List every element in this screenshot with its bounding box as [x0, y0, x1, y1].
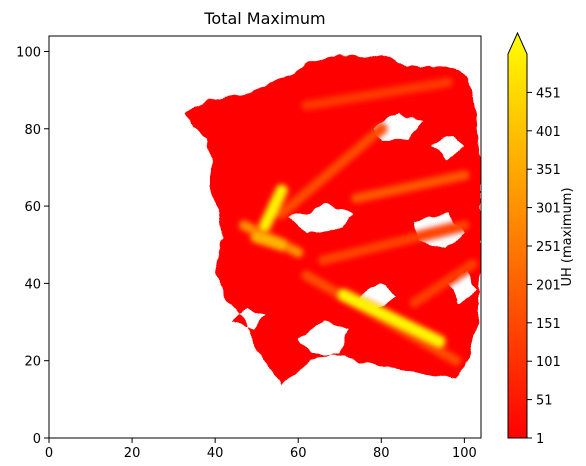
x-tick-label: 80 — [373, 446, 390, 461]
colorbar-body — [507, 31, 528, 439]
field-region — [186, 55, 481, 384]
y-axis: 0 20 40 60 80 100 — [16, 45, 49, 447]
y-tick-label: 60 — [24, 200, 41, 215]
colorbar-tick-label: 151 — [536, 317, 561, 332]
streak-8 — [260, 185, 287, 231]
x-axis: 0 20 40 60 80 100 — [45, 438, 477, 461]
streak-1 — [410, 260, 477, 307]
colorbar-label: UH (maximum) — [560, 187, 575, 286]
colorbar-tick-label: 101 — [536, 355, 561, 370]
y-tick-label: 0 — [33, 432, 41, 447]
y-tick-label: 20 — [24, 355, 41, 370]
y-tick-label: 100 — [16, 45, 41, 60]
y-tick-label: 40 — [24, 277, 41, 292]
plot-frame — [48, 35, 482, 439]
x-tick-label: 100 — [452, 446, 477, 461]
streak-2 — [319, 221, 469, 265]
colorbar-tick-label: 1 — [536, 432, 544, 447]
colorbar-tick-label: 451 — [536, 86, 561, 101]
x-tick-label: 60 — [290, 446, 307, 461]
streak-5 — [352, 171, 469, 203]
streak-9 — [338, 289, 445, 347]
streak-layer — [237, 75, 480, 368]
colorbar-tick-label: 351 — [536, 163, 561, 178]
streak-0 — [302, 78, 452, 110]
streak-7 — [251, 232, 287, 250]
colorbar-tick-label: 301 — [536, 202, 561, 217]
y-tick-label: 80 — [24, 123, 41, 138]
colorbar-tick-label: 251 — [536, 240, 561, 255]
field-layer — [186, 55, 481, 384]
x-tick-label: 0 — [45, 446, 53, 461]
colorbar-tick-label: 51 — [536, 394, 553, 409]
colorbar-tick-label: 201 — [536, 278, 561, 293]
chart-title: Total Maximum — [203, 9, 325, 28]
x-tick-label: 20 — [124, 446, 141, 461]
streak-4 — [277, 124, 386, 218]
colorbar-tick-label: 401 — [536, 125, 561, 140]
x-tick-label: 40 — [207, 446, 224, 461]
